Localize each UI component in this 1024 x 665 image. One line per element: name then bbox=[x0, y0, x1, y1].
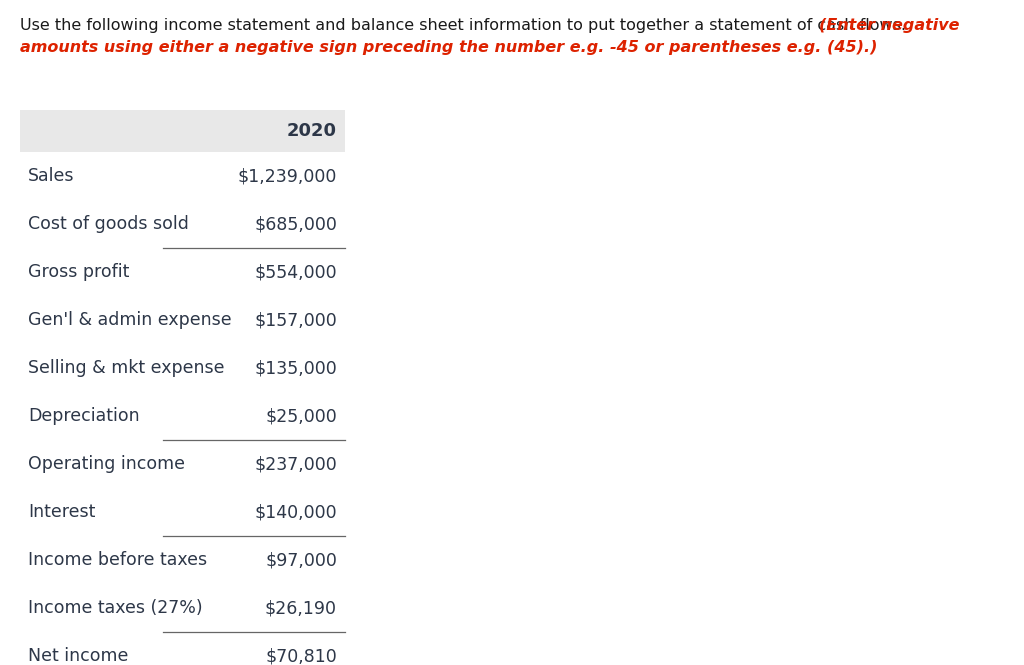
Text: $554,000: $554,000 bbox=[254, 263, 337, 281]
Text: $237,000: $237,000 bbox=[254, 455, 337, 473]
Text: Income before taxes: Income before taxes bbox=[28, 551, 207, 569]
Text: $97,000: $97,000 bbox=[265, 551, 337, 569]
Text: Operating income: Operating income bbox=[28, 455, 185, 473]
Text: Income taxes (27%): Income taxes (27%) bbox=[28, 599, 203, 617]
Text: Selling & mkt expense: Selling & mkt expense bbox=[28, 359, 224, 377]
Text: $140,000: $140,000 bbox=[254, 503, 337, 521]
Text: $1,239,000: $1,239,000 bbox=[238, 167, 337, 185]
Bar bbox=[20, 110, 345, 152]
Text: $685,000: $685,000 bbox=[254, 215, 337, 233]
Text: $25,000: $25,000 bbox=[265, 407, 337, 425]
Text: 2020: 2020 bbox=[287, 122, 337, 140]
Text: Interest: Interest bbox=[28, 503, 95, 521]
Text: $135,000: $135,000 bbox=[254, 359, 337, 377]
Text: Cost of goods sold: Cost of goods sold bbox=[28, 215, 188, 233]
Text: Depreciation: Depreciation bbox=[28, 407, 139, 425]
Text: amounts using either a negative sign preceding the number e.g. -45 or parenthese: amounts using either a negative sign pre… bbox=[20, 40, 878, 55]
Text: Use the following income statement and balance sheet information to put together: Use the following income statement and b… bbox=[20, 18, 911, 33]
Text: Sales: Sales bbox=[28, 167, 75, 185]
Text: Gen'l & admin expense: Gen'l & admin expense bbox=[28, 311, 231, 329]
Text: $157,000: $157,000 bbox=[254, 311, 337, 329]
Text: Gross profit: Gross profit bbox=[28, 263, 129, 281]
Text: $26,190: $26,190 bbox=[265, 599, 337, 617]
Text: $70,810: $70,810 bbox=[265, 647, 337, 665]
Text: Net income: Net income bbox=[28, 647, 128, 665]
Text: (Enter negative: (Enter negative bbox=[819, 18, 959, 33]
